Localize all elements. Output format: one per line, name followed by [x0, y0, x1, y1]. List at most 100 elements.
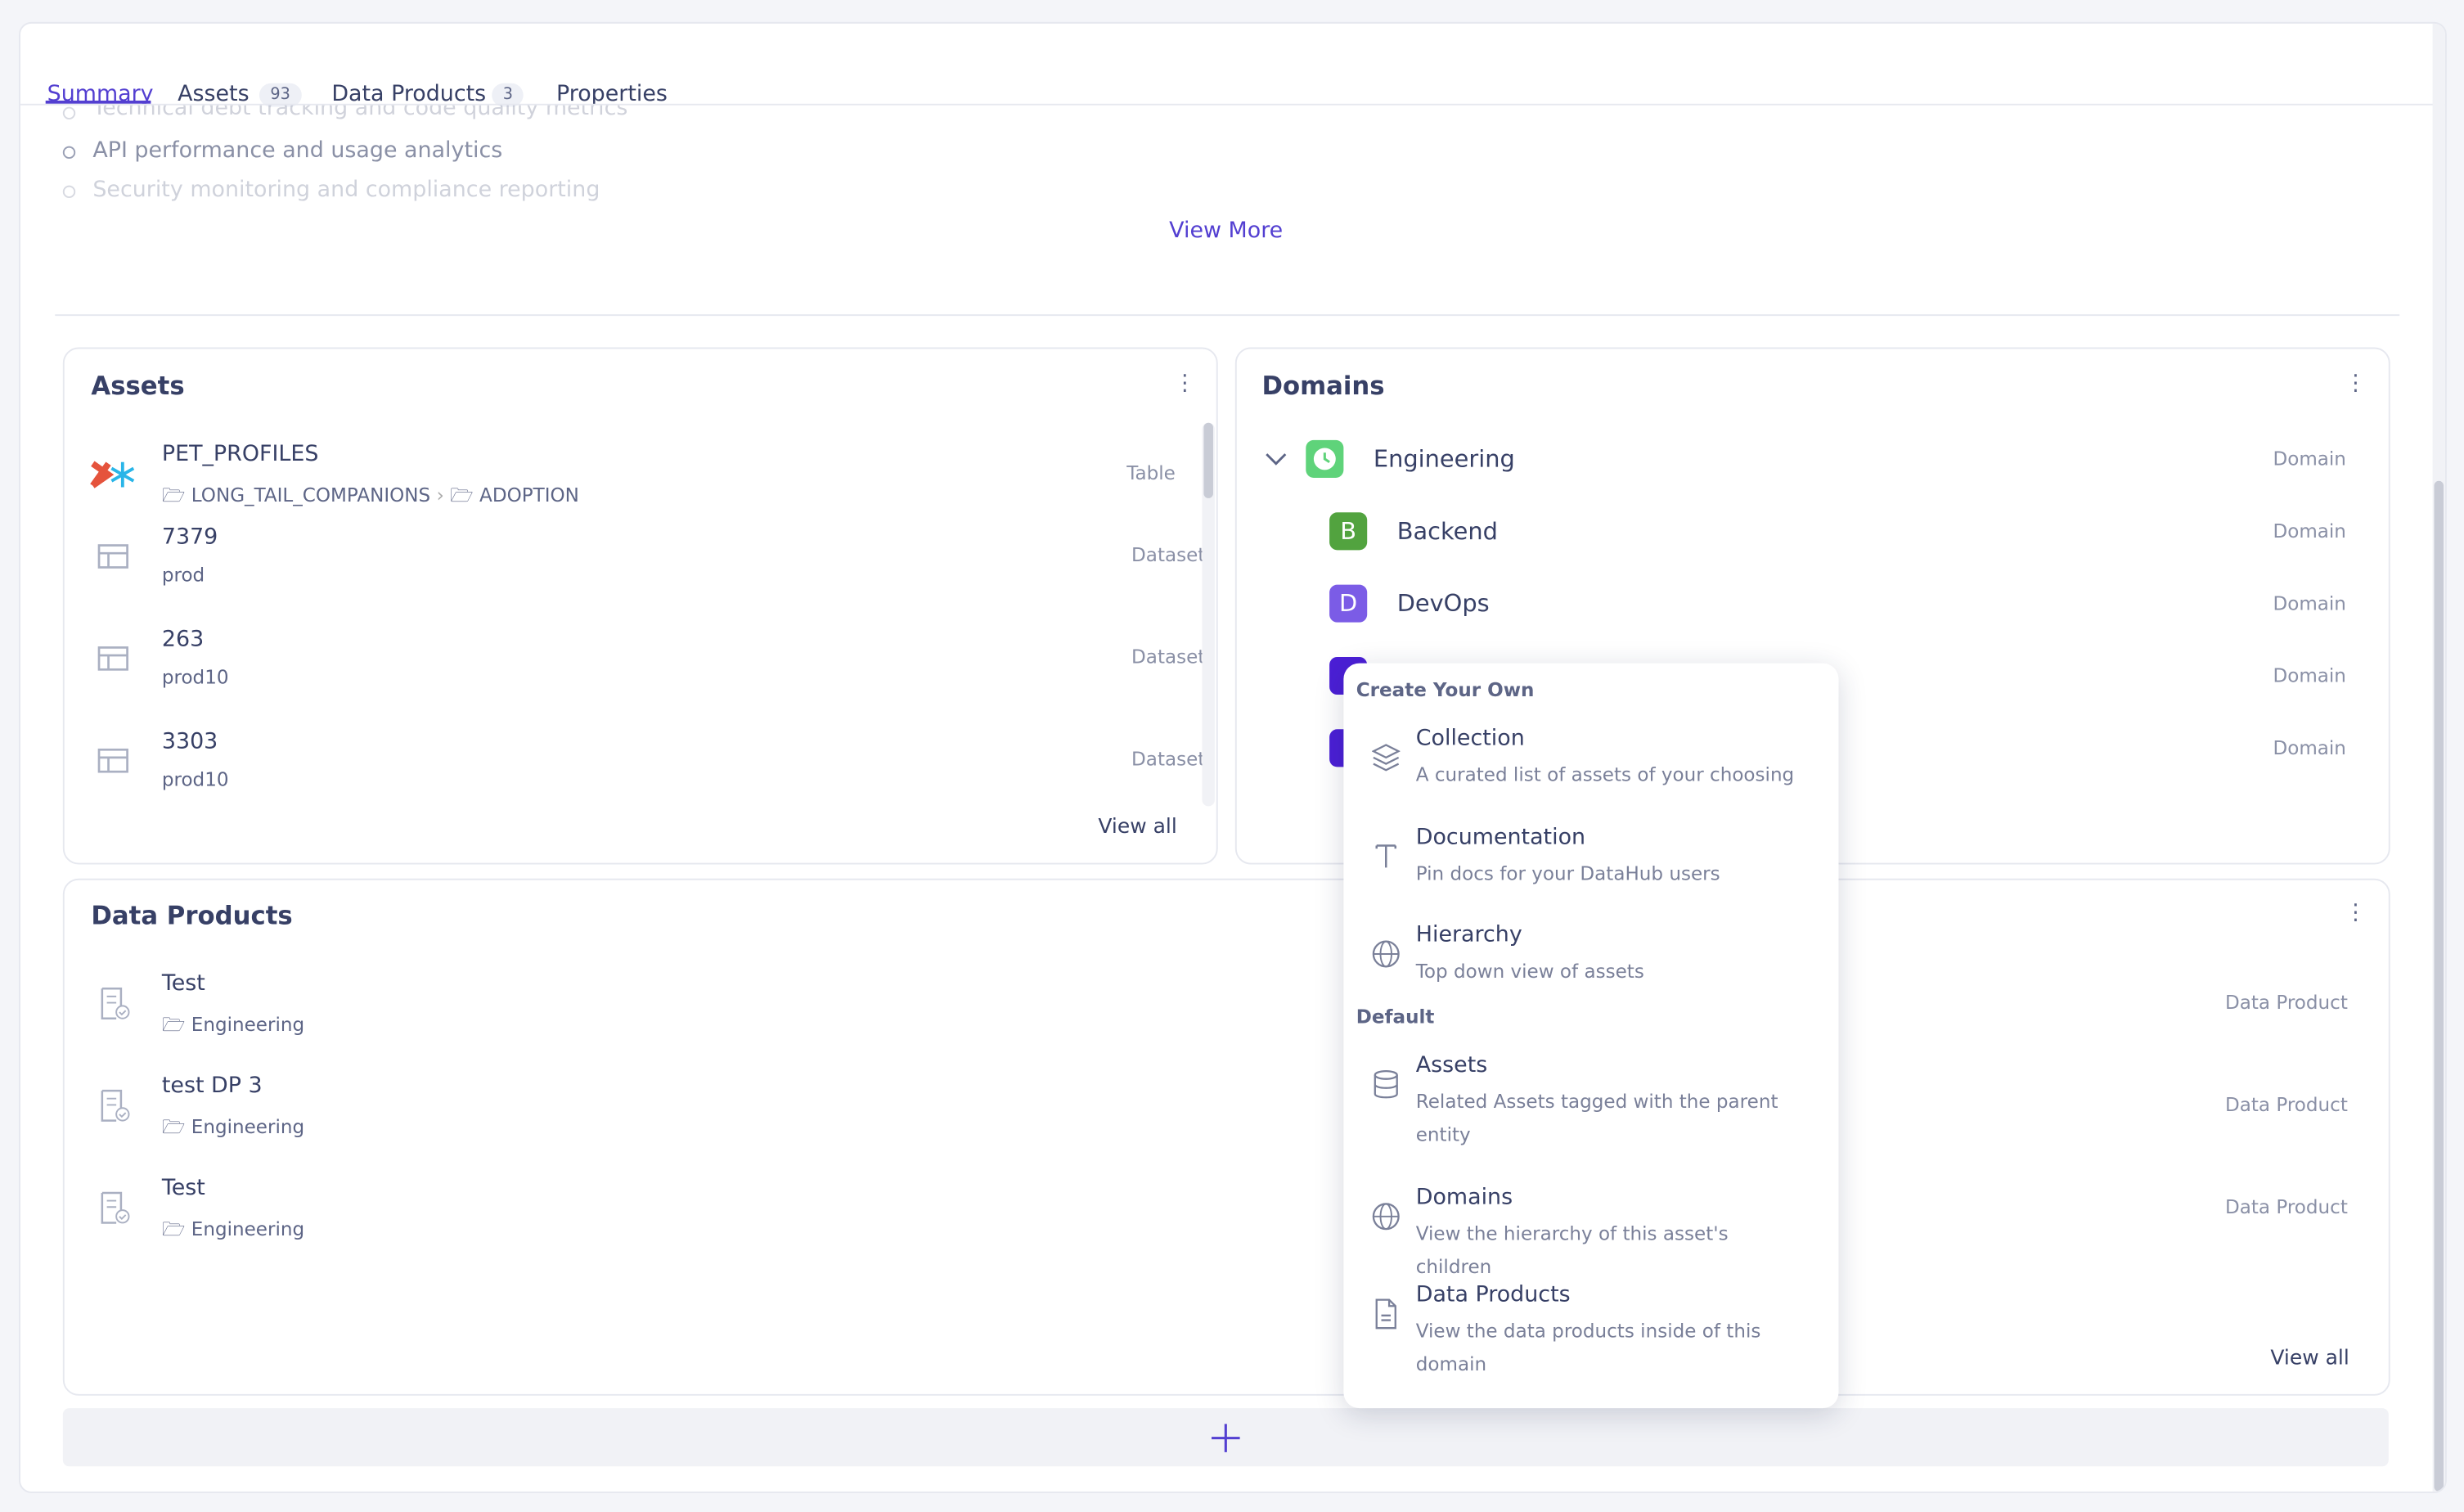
- menu-heading: Default: [1356, 1006, 1435, 1028]
- menu-item-icon: [1371, 742, 1401, 780]
- data-product-name[interactable]: Test: [161, 1175, 205, 1201]
- summary: Technical debt tracking and code quality…: [20, 106, 2425, 215]
- menu-item-title[interactable]: Assets: [1415, 1053, 1488, 1078]
- asset-type: Dataset: [1131, 748, 1206, 771]
- data-product-type: Data Product: [2224, 1093, 2348, 1116]
- asset-sub: prod10: [161, 666, 229, 689]
- menu-item-title[interactable]: Hierarchy: [1415, 922, 1522, 948]
- menu-item-icon: [1372, 1298, 1401, 1336]
- tab[interactable]: Properties: [556, 81, 668, 107]
- add-module-menu: Create Your Own Collection A curated list …: [1343, 663, 1839, 1409]
- data-product-domain: 🗁 Engineering: [161, 1115, 305, 1138]
- asset-name[interactable]: 3303: [161, 729, 218, 755]
- asset-type: Dataset: [1131, 543, 1206, 566]
- kebab[interactable]: ⋮: [1173, 371, 1196, 397]
- tab-count: 3: [492, 83, 524, 107]
- asset-sub: prod: [161, 564, 205, 587]
- chevron[interactable]: [1265, 451, 1287, 466]
- menu-item-description: View the hierarchy of this asset's child…: [1415, 1222, 1729, 1278]
- menu-item-title[interactable]: Data Products: [1415, 1282, 1571, 1308]
- menu-item-title[interactable]: Collection: [1415, 726, 1525, 752]
- domain-name[interactable]: Engineering: [1373, 444, 1515, 474]
- domain-name[interactable]: DevOps: [1396, 589, 1490, 618]
- data-product-icon: [99, 987, 130, 1028]
- data-product-icon: [99, 1089, 130, 1130]
- divider: [55, 314, 2400, 317]
- data-products-card: Data Products ⋮ Test 🗁 Engineering Data Pr…: [62, 878, 2390, 1396]
- domain-icon: D: [1329, 584, 1368, 623]
- tab[interactable]: Assets: [178, 81, 250, 107]
- bullet-text: Security monitoring and compliance repor…: [92, 178, 600, 203]
- path-part: ADOPTION: [479, 484, 579, 506]
- domain-type: Domain: [2273, 448, 2346, 470]
- scrollbar-thumb[interactable]: [1203, 422, 1213, 498]
- view-more[interactable]: View More: [1169, 218, 1284, 244]
- data-product-name[interactable]: Test: [161, 971, 205, 997]
- bullet-text: API performance and usage analytics: [92, 138, 503, 164]
- asset-name[interactable]: 263: [161, 627, 205, 653]
- bullet: [62, 146, 76, 160]
- menu-item-title[interactable]: Documentation: [1415, 825, 1586, 851]
- card-title: Domains: [1261, 371, 1385, 401]
- card-title: Data Products: [91, 900, 293, 931]
- bullet-text: Technical debt tracking and code quality…: [92, 105, 628, 121]
- asset-list: 7379 prod Dataset 263 prod10 Dataset 3303 prod1…: [89, 425, 1205, 807]
- asset-icon: [97, 748, 128, 779]
- tab-count: 93: [259, 83, 302, 107]
- menu-item-icon: [1372, 841, 1401, 879]
- menu-item-icon: [1372, 1201, 1401, 1239]
- kebab[interactable]: ⋮: [2345, 900, 2367, 926]
- assets-card: Assets ⋮ PET_PROFILES 🗁 LONG_TAIL_COMPAN…: [62, 347, 1218, 865]
- menu-item-description: A curated list of assets of your choosin…: [1415, 763, 1795, 786]
- view-all[interactable]: View all: [2270, 1347, 2349, 1371]
- menu-item-icon: [1372, 1069, 1401, 1106]
- menu-item-title[interactable]: Domains: [1415, 1185, 1513, 1211]
- card-title: Assets: [91, 371, 185, 401]
- data-product-type: Data Product: [2224, 992, 2348, 1014]
- asset-type: Dataset: [1131, 646, 1206, 668]
- menu-item-description: View the data products inside of this do…: [1415, 1320, 1761, 1375]
- asset-name[interactable]: PET_PROFILES: [161, 441, 319, 467]
- asset-icon: [97, 544, 128, 575]
- tab-underline: [45, 100, 151, 104]
- divider: [20, 103, 2445, 106]
- scrollbar-thumb[interactable]: [2434, 480, 2444, 1492]
- domain-icon: B: [1329, 512, 1368, 551]
- bullet: [62, 106, 76, 119]
- menu-item-icon: [1372, 938, 1401, 976]
- domain-name: Engineering: [191, 1013, 305, 1036]
- data-product-icon: [99, 1191, 130, 1232]
- domain-type: Domain: [2273, 664, 2346, 687]
- domain-type: Domain: [2273, 520, 2346, 542]
- asset-icon: [97, 646, 128, 677]
- bullet: [62, 185, 76, 199]
- menu-item-description: Related Assets tagged with the parent en…: [1415, 1091, 1778, 1146]
- asset-type: Table: [1126, 461, 1176, 484]
- data-product-domain: 🗁 Engineering: [161, 1013, 305, 1036]
- tab[interactable]: Data Products: [331, 81, 487, 107]
- domain-type: Domain: [2273, 736, 2346, 759]
- domain-name[interactable]: Backend: [1396, 516, 1498, 546]
- data-product-domain: 🗁 Engineering: [161, 1217, 305, 1240]
- platform-icon: [90, 461, 135, 488]
- menu-item-description: Top down view of assets: [1415, 960, 1644, 983]
- domain-type: Domain: [2273, 592, 2346, 615]
- menu-heading: Create Your Own: [1356, 678, 1535, 701]
- domain-name: Engineering: [191, 1115, 305, 1138]
- domain-name: Engineering: [191, 1217, 305, 1240]
- data-product-name[interactable]: test DP 3: [161, 1073, 263, 1099]
- asset-name[interactable]: 7379: [161, 524, 218, 551]
- menu-item-description: Pin docs for your DataHub users: [1415, 862, 1720, 885]
- add-module[interactable]: [62, 1408, 2389, 1467]
- plus-icon: [1212, 1424, 1240, 1452]
- asset-path: 🗁 LONG_TAIL_COMPANIONS › 🗁 ADOPTION: [161, 484, 579, 506]
- data-product-type: Data Product: [2224, 1195, 2348, 1218]
- path-part: LONG_TAIL_COMPANIONS: [191, 484, 431, 506]
- view-all[interactable]: View all: [1098, 815, 1177, 839]
- scrollbar: [1202, 422, 1215, 807]
- domain-icon: [1306, 439, 1344, 478]
- asset-sub: prod10: [161, 768, 229, 791]
- kebab[interactable]: ⋮: [2345, 371, 2367, 397]
